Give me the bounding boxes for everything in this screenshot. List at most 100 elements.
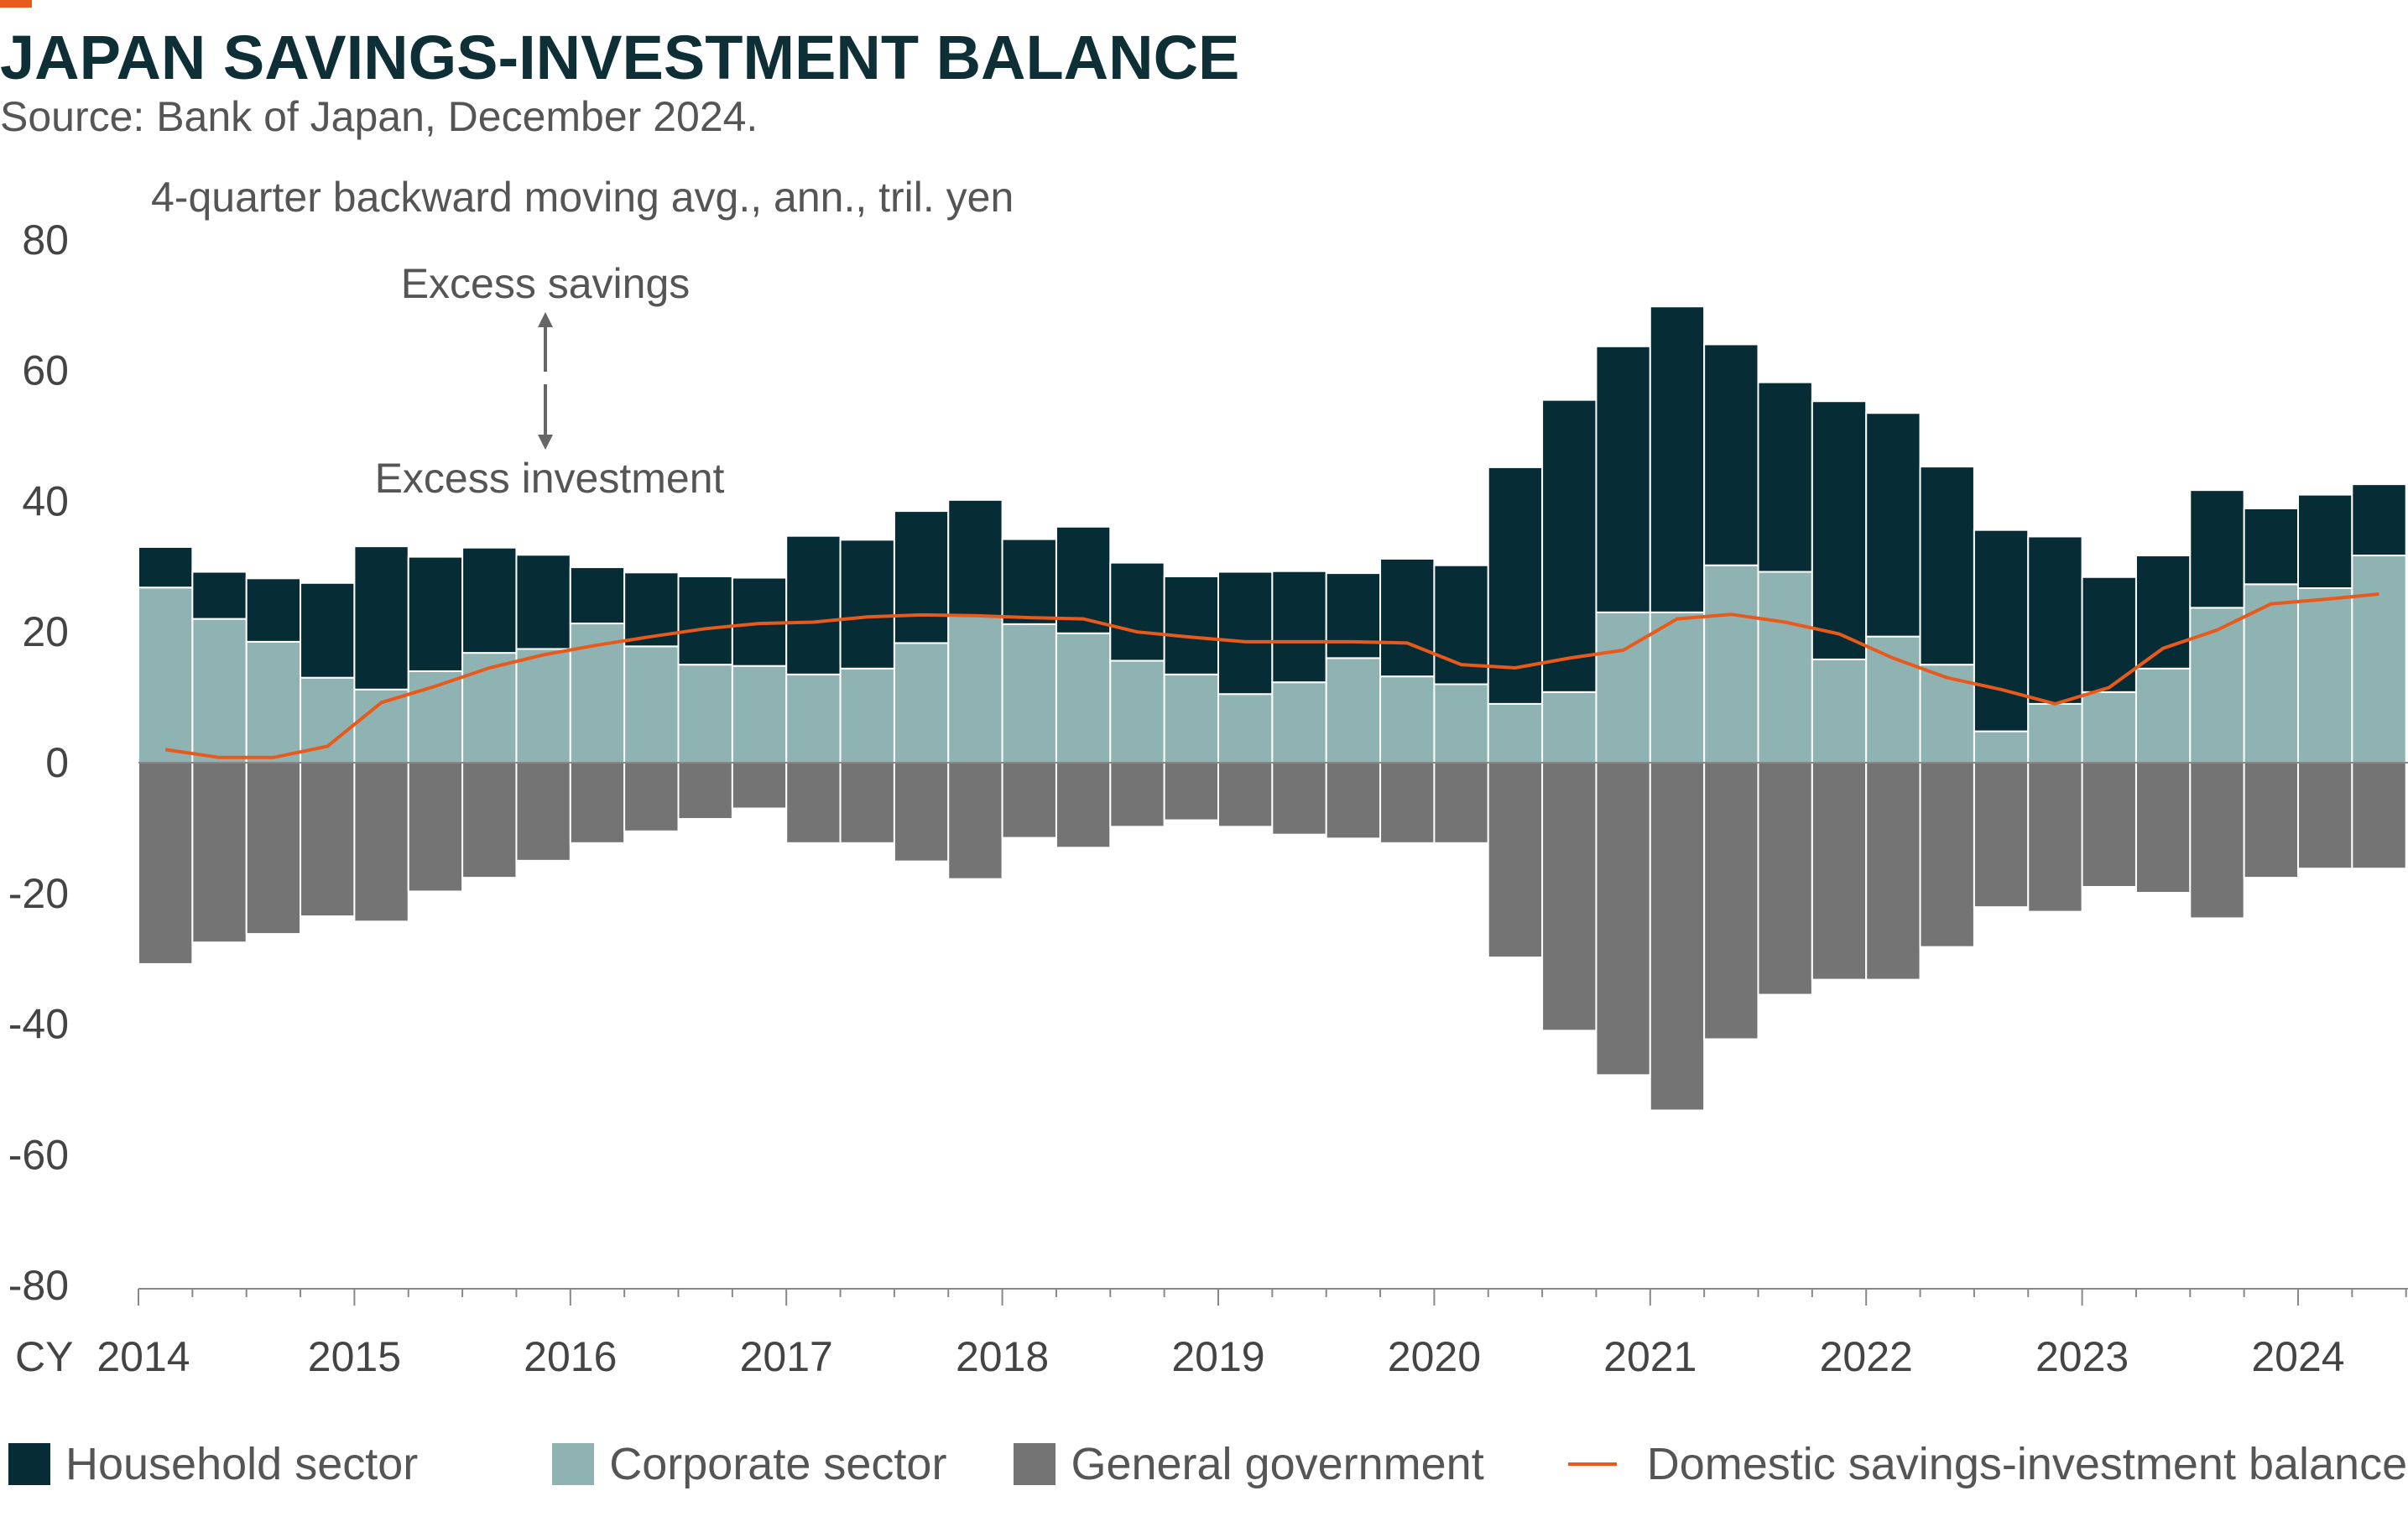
- chart-subtitle: Source: Bank of Japan, December 2024.: [0, 93, 758, 140]
- arrow-down-icon: [538, 384, 553, 450]
- legend-item: Household sector: [8, 1438, 418, 1490]
- bar-government: [2081, 762, 2137, 889]
- bar-government: [515, 762, 571, 862]
- bar-corporate: [138, 586, 194, 764]
- bar-household: [677, 575, 733, 666]
- annotation-excess-savings: Excess savings: [401, 260, 691, 307]
- bar-government: [191, 762, 248, 944]
- bar-household: [515, 554, 571, 650]
- legend-label: Household sector: [65, 1439, 419, 1489]
- bar-household: [461, 546, 518, 654]
- y-tick-label: 80: [22, 216, 69, 263]
- bar-household: [1973, 529, 2030, 732]
- bar-government: [1433, 762, 1489, 844]
- bar-corporate: [1973, 730, 2030, 764]
- x-tick-label: 2016: [524, 1333, 617, 1380]
- bar-household: [1163, 575, 1220, 675]
- bar-corporate: [353, 688, 409, 764]
- legend-item: Domestic savings-investment balance: [1551, 1438, 2407, 1490]
- bar-corporate: [1055, 632, 1112, 764]
- x-tick-label: 2015: [308, 1333, 401, 1380]
- bar-corporate: [1487, 702, 1544, 764]
- y-tick-labels: 80 60 40 20 0 -20 -40 -60 -80: [8, 216, 69, 1309]
- legend-label: General government: [1071, 1439, 1484, 1489]
- bar-corporate: [1649, 611, 1706, 764]
- bar-corporate: [2134, 667, 2192, 764]
- x-tick-label: 2014: [96, 1333, 190, 1380]
- y-tick-label: -80: [8, 1262, 69, 1309]
- bar-government: [1487, 762, 1544, 959]
- x-tick-label: 2024: [2251, 1333, 2344, 1380]
- bar-corporate: [731, 665, 788, 764]
- bar-corporate: [461, 652, 518, 764]
- annotation-excess-investment: Excess investment: [375, 455, 725, 502]
- legend-label: Corporate sector: [609, 1439, 947, 1489]
- bar-corporate: [677, 664, 733, 764]
- bar-household: [2027, 535, 2083, 705]
- bar-government: [353, 762, 409, 923]
- bar-household: [2189, 489, 2245, 609]
- y-tick-label: 0: [45, 739, 69, 786]
- bar-household: [1595, 345, 1651, 613]
- bar-household: [1217, 571, 1274, 696]
- bar-government: [1109, 762, 1165, 828]
- y-tick-label: -40: [8, 1001, 69, 1048]
- bar-household: [1379, 557, 1436, 678]
- y-tick-label: -20: [8, 870, 69, 917]
- bar-government: [1001, 762, 1057, 839]
- bar-corporate: [1541, 691, 1598, 764]
- bar-corporate: [893, 642, 950, 764]
- bar-government: [623, 762, 680, 832]
- bar-government: [1649, 762, 1706, 1112]
- bar-government: [1271, 762, 1327, 836]
- bar-corporate: [2243, 583, 2299, 764]
- bar-corporate: [1163, 673, 1220, 764]
- bar-household: [138, 545, 194, 589]
- bar-government: [2134, 762, 2192, 894]
- bar-household: [1649, 305, 1706, 613]
- bar-corporate: [1703, 564, 1759, 764]
- bar-government: [1865, 762, 1921, 981]
- bar-household: [2243, 507, 2299, 586]
- bar-government: [1703, 762, 1759, 1040]
- bar-government: [1919, 762, 1975, 948]
- bar-government: [1757, 762, 1813, 996]
- bar-corporate: [191, 618, 248, 764]
- x-tick-label: 2021: [1603, 1333, 1697, 1380]
- y-tick-label: -60: [8, 1131, 69, 1178]
- bar-corporate: [1001, 623, 1057, 764]
- x-tick-label: 2017: [740, 1333, 833, 1380]
- legend-item: Corporate sector: [552, 1438, 946, 1490]
- bar-household: [785, 534, 842, 675]
- y-axis-label: 4-quarter backward moving avg., ann., tr…: [151, 174, 1014, 221]
- legend-item: General government: [1014, 1438, 1484, 1490]
- x-tick-label: 2020: [1388, 1333, 1481, 1380]
- bar-corporate: [1325, 657, 1382, 764]
- bar-household: [1541, 399, 1598, 693]
- accent-bar: [0, 0, 32, 8]
- bar-corporate: [1595, 611, 1651, 764]
- bar-government: [839, 762, 895, 844]
- bar-household: [1055, 525, 1112, 634]
- bar-household: [893, 510, 950, 644]
- bar-government: [2243, 762, 2299, 879]
- bar-corporate: [1109, 659, 1165, 764]
- y-tick-label: 40: [22, 477, 69, 524]
- bar-corporate: [2297, 587, 2353, 764]
- bar-household: [1001, 538, 1057, 625]
- bar-household: [2297, 493, 2353, 590]
- bar-government: [1379, 762, 1436, 844]
- bar-government: [731, 762, 788, 810]
- bar-household: [300, 581, 356, 679]
- bar-corporate: [2351, 555, 2407, 764]
- legend-box-swatch: [1014, 1443, 1056, 1485]
- bar-corporate: [1379, 675, 1436, 764]
- bar-government: [1973, 762, 2030, 909]
- bar-corporate: [245, 640, 302, 764]
- bar-corporate: [1811, 658, 1868, 764]
- bar-household: [2351, 483, 2407, 557]
- bar-corporate: [947, 615, 1003, 764]
- bar-government: [1325, 762, 1382, 840]
- bar-household: [1757, 381, 1813, 573]
